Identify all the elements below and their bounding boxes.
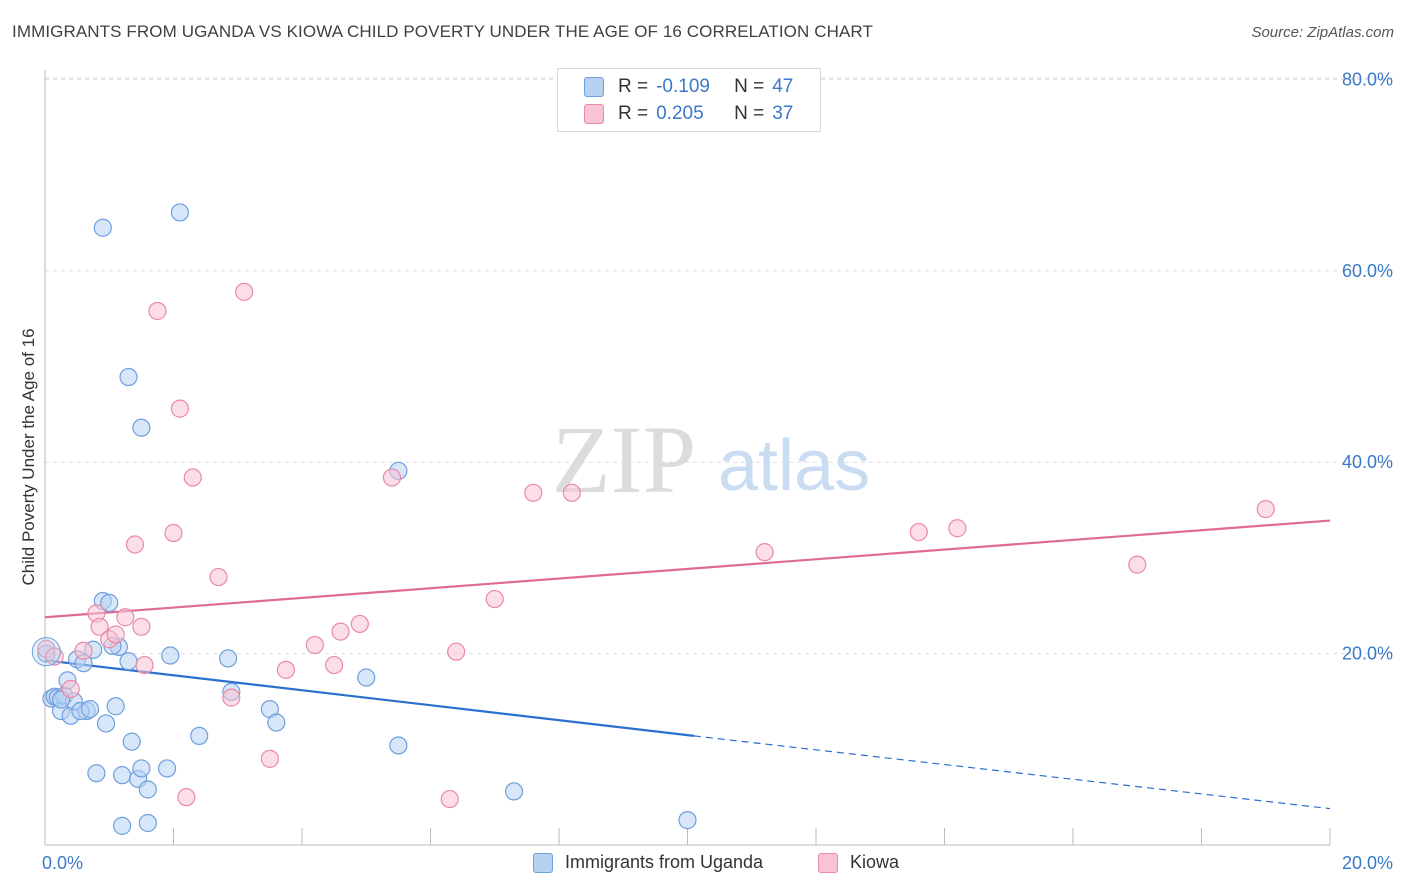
data-point-kiowa (235, 282, 254, 301)
correlation-legend: R = -0.109 N = 47 R = 0.205 N = 37 (557, 68, 821, 132)
data-point-kiowa (1128, 555, 1147, 574)
legend-r-label: R = (618, 103, 649, 124)
data-point-uganda (161, 646, 180, 665)
data-point-uganda (96, 714, 116, 733)
data-points (31, 203, 1275, 835)
data-point-uganda (138, 780, 157, 799)
data-point-kiowa (183, 468, 202, 487)
data-point-kiowa (209, 567, 228, 587)
data-point-uganda (132, 418, 151, 437)
legend-label-uganda: Immigrants from Uganda (565, 852, 764, 872)
data-point-uganda (190, 726, 209, 746)
data-point-uganda (678, 811, 697, 830)
data-point-uganda (112, 766, 132, 785)
y-axis-title: Child Poverty Under the Age of 16 (19, 328, 38, 585)
legend-item-kiowa: Kiowa (818, 852, 899, 873)
data-point-kiowa (61, 679, 80, 699)
data-point-kiowa (90, 617, 109, 636)
data-point-uganda (138, 813, 157, 833)
legend-n-label: N = (734, 76, 765, 97)
data-point-kiowa (524, 483, 543, 502)
data-point-kiowa (132, 617, 151, 636)
chart-title: IMMIGRANTS FROM UGANDA VS KIOWA CHILD PO… (12, 22, 873, 41)
series-legend: Immigrants from Uganda Kiowa (0, 852, 1406, 878)
data-point-kiowa (755, 543, 774, 562)
x-tick-label: 0.0% (42, 853, 83, 873)
data-point-kiowa (350, 614, 369, 634)
data-point-uganda (357, 668, 376, 687)
legend-label-kiowa: Kiowa (850, 852, 900, 872)
data-point-uganda (87, 764, 106, 783)
data-point-kiowa (382, 468, 402, 487)
data-point-kiowa (170, 399, 190, 418)
y-tick-label: 40.0% (1342, 452, 1393, 472)
data-point-kiowa (148, 301, 167, 321)
legend-r-value: 0.205 (656, 103, 704, 124)
y-tick-label: 60.0% (1342, 261, 1393, 281)
data-point-kiowa (222, 688, 241, 707)
data-point-kiowa (260, 749, 279, 768)
data-point-uganda (170, 203, 190, 222)
data-point-kiowa (331, 622, 350, 641)
legend-n-label: N = (734, 103, 765, 124)
legend-n-value: 37 (772, 103, 794, 124)
legend-r-value: -0.109 (656, 76, 710, 97)
data-point-kiowa (447, 642, 466, 661)
axes (44, 70, 1331, 846)
trend-line-uganda-extension (693, 735, 1331, 810)
legend-n-value: 47 (772, 76, 794, 97)
data-point-uganda (80, 700, 100, 719)
data-point-kiowa (305, 635, 324, 655)
data-point-uganda (389, 736, 408, 755)
data-point-uganda (100, 593, 119, 612)
data-point-kiowa (276, 660, 296, 679)
data-point-kiowa (1256, 499, 1275, 519)
legend-row-kiowa: R = 0.205 N = 37 (584, 102, 838, 126)
legend-swatch-pink (584, 104, 604, 124)
trend-lines (44, 519, 1331, 810)
data-point-kiowa (135, 655, 154, 675)
source-label: Source: ZipAtlas.com (1251, 24, 1394, 41)
y-tick-label: 20.0% (1342, 644, 1393, 664)
x-tick-label: 20.0% (1342, 853, 1393, 873)
data-point-kiowa (177, 788, 196, 807)
data-point-uganda (504, 782, 524, 801)
data-point-uganda (93, 218, 112, 237)
data-point-kiowa (74, 641, 93, 660)
legend-r-label: R = (618, 76, 649, 97)
y-tick-label: 80.0% (1342, 69, 1393, 89)
data-point-kiowa (485, 589, 504, 609)
data-point-uganda (132, 759, 151, 778)
data-point-kiowa (909, 522, 928, 542)
data-point-uganda (106, 697, 125, 716)
legend-swatch-blue (533, 852, 553, 873)
data-point-kiowa (948, 519, 967, 538)
trend-line-kiowa (44, 519, 1331, 619)
data-point-uganda (157, 759, 177, 778)
legend-item-uganda: Immigrants from Uganda (533, 852, 763, 873)
trend-line-uganda (44, 659, 695, 737)
data-point-uganda (219, 649, 238, 668)
watermark-atlas: atlas (718, 426, 870, 506)
data-point-kiowa (116, 608, 135, 627)
data-point-kiowa (106, 625, 125, 644)
data-point-uganda (122, 732, 141, 751)
data-point-kiowa (164, 523, 183, 543)
data-point-kiowa (325, 655, 344, 675)
legend-swatch-pink (818, 852, 838, 873)
data-point-uganda (119, 652, 138, 671)
data-point-uganda (267, 713, 286, 732)
data-point-uganda (119, 367, 138, 387)
data-point-uganda (31, 637, 61, 667)
data-point-uganda (112, 816, 132, 835)
data-point-kiowa (440, 789, 459, 809)
axis-labels: 20.0% 40.0% 60.0% 80.0% 0.0% 20.0% Child Pover… (19, 69, 1393, 873)
data-point-kiowa (562, 483, 581, 502)
data-point-kiowa (125, 535, 145, 554)
legend-row-uganda: R = -0.109 N = 47 (584, 75, 838, 99)
data-point-kiowa (45, 647, 64, 666)
legend-swatch-blue (584, 77, 604, 97)
